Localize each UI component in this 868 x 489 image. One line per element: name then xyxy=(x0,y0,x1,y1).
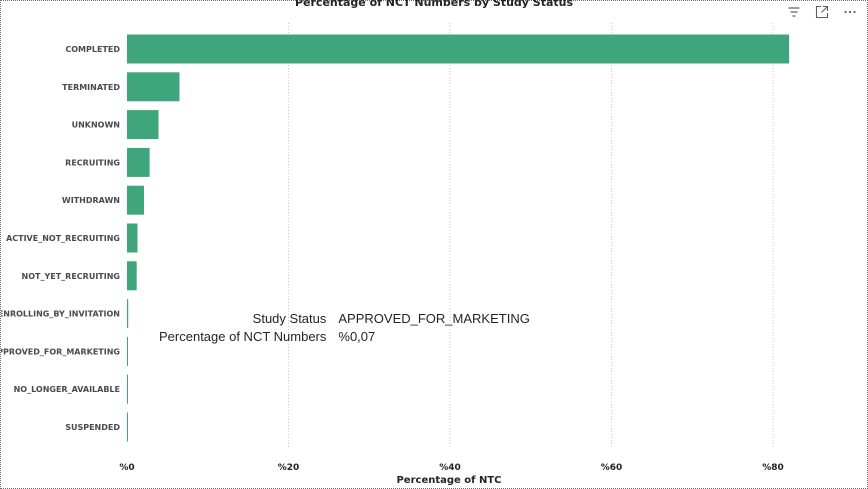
bar-enrolling-by-invitation[interactable] xyxy=(127,299,129,329)
category-label: RECRUITING xyxy=(65,158,120,167)
bar-completed[interactable] xyxy=(127,34,790,64)
gridlines xyxy=(288,23,774,449)
tooltip-label-percentage: Percentage of NCT Numbers xyxy=(159,329,327,344)
category-label: UNKNOWN xyxy=(72,121,120,130)
bar-withdrawn[interactable] xyxy=(127,185,144,215)
bar-approved-for-marketing[interactable] xyxy=(127,336,128,366)
bar-recruiting[interactable] xyxy=(127,147,150,177)
bar-terminated[interactable] xyxy=(127,72,180,102)
bars xyxy=(127,34,790,442)
visual-header-toolbar xyxy=(787,5,857,19)
category-label: ENROLLING_BY_INVITATION xyxy=(1,310,120,319)
x-tick-label: %20 xyxy=(278,463,300,473)
x-axis-ticks: %0 %20 %40 %60 %80 xyxy=(119,463,783,473)
category-label: TERMINATED xyxy=(62,83,120,92)
chart-title: Percentage of NCT Numbers by Study Statu… xyxy=(294,0,574,9)
category-label: ACTIVE_NOT_RECRUITING xyxy=(6,234,120,243)
filter-icon[interactable] xyxy=(787,5,801,19)
tooltip-value-percentage: %0,07 xyxy=(338,329,376,344)
bar-not-yet-recruiting[interactable] xyxy=(127,261,137,291)
x-tick-label: %40 xyxy=(439,463,461,473)
category-label: WITHDRAWN xyxy=(62,196,120,205)
category-labels: COMPLETED TERMINATED UNKNOWN RECRUITING WITH… xyxy=(1,45,120,432)
category-label: APPROVED_FOR_MARKETING xyxy=(1,347,120,356)
bar-suspended[interactable] xyxy=(127,412,128,442)
x-tick-label: %0 xyxy=(119,463,134,473)
bar-no-longer-available[interactable] xyxy=(127,374,128,404)
bar-unknown[interactable] xyxy=(127,110,159,140)
more-options-icon[interactable] xyxy=(843,5,857,19)
bar-active-not-recruiting[interactable] xyxy=(127,223,138,253)
tooltip: Study Status APPROVED_FOR_MARKETING Perc… xyxy=(159,311,530,344)
x-tick-label: %80 xyxy=(762,463,784,473)
category-label: SUSPENDED xyxy=(65,423,120,432)
x-axis-title: Percentage of NTC xyxy=(396,475,501,486)
category-label: NOT_YET_RECRUITING xyxy=(22,272,121,281)
category-label: COMPLETED xyxy=(65,45,120,54)
x-tick-label: %60 xyxy=(601,463,623,473)
focus-mode-icon[interactable] xyxy=(815,5,829,19)
category-label: NO_LONGER_AVAILABLE xyxy=(14,385,120,394)
tooltip-label-study-status: Study Status xyxy=(252,311,327,326)
tooltip-value-study-status: APPROVED_FOR_MARKETING xyxy=(338,311,530,326)
